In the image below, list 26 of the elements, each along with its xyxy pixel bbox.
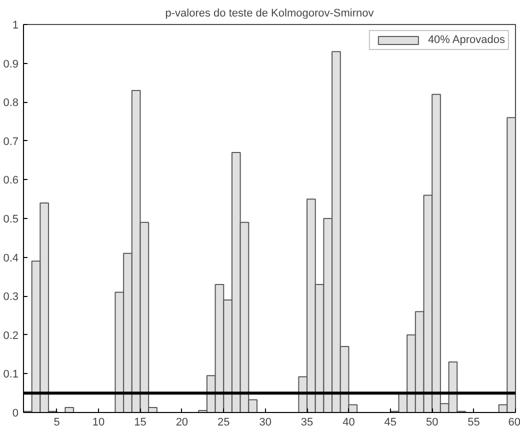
y-tick-label: 0.4 <box>3 252 19 264</box>
y-tick-label: 0.6 <box>3 174 19 187</box>
x-tick-label: 40 <box>342 416 355 428</box>
y-tick-label: 0.1 <box>3 368 19 381</box>
x-tick-label: 10 <box>92 416 105 428</box>
bar <box>64 406 74 412</box>
x-tick-label: 45 <box>384 416 397 428</box>
y-tick-label: 0.3 <box>3 291 19 304</box>
y-tick-label: 0.9 <box>3 58 19 70</box>
x-tick-label: 5 <box>54 416 60 428</box>
x-tick-label: 50 <box>426 416 438 428</box>
x-tick-label: 30 <box>259 416 272 428</box>
y-tick-label: 0 <box>12 408 19 420</box>
y-tick-label: 0.7 <box>3 136 19 148</box>
y-tick-label: 0.5 <box>3 214 19 226</box>
x-tick-label: 55 <box>468 416 480 428</box>
y-tick-label: 1 <box>12 20 19 32</box>
x-tick-label: 25 <box>218 416 230 428</box>
x-tick-label: 20 <box>176 416 188 428</box>
x-tick-label: 35 <box>300 416 314 428</box>
x-tick-label: 15 <box>134 416 146 428</box>
x-tick-label: 60 <box>508 416 520 428</box>
chart-title: p-valores do teste de Kolmogorov-Smirnov <box>165 8 374 20</box>
legend-label: 40% Aprovados <box>428 34 505 46</box>
y-tick-label: 0.8 <box>3 97 19 110</box>
y-tick-label: 0.2 <box>3 330 19 342</box>
